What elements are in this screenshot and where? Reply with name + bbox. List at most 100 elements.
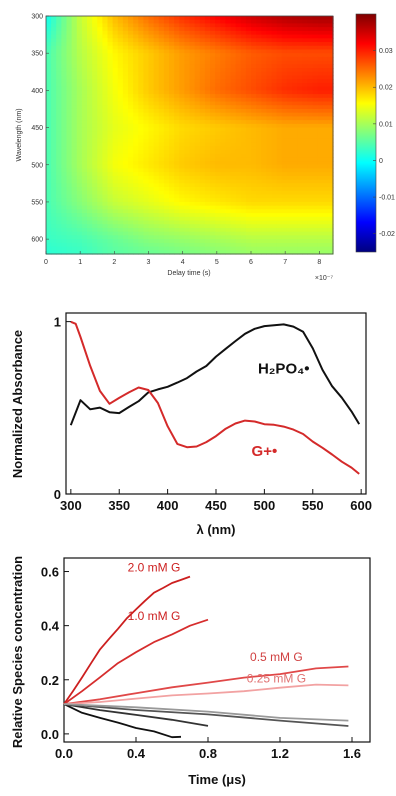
heatmap-cell bbox=[235, 157, 242, 162]
heatmap-cell bbox=[302, 157, 308, 162]
heatmap-cell bbox=[92, 205, 98, 210]
heatmap-cell bbox=[307, 175, 314, 181]
heatmap-cell bbox=[317, 101, 324, 106]
heatmap-cell bbox=[163, 75, 170, 80]
heatmap-cell bbox=[71, 108, 78, 114]
heatmap-cell bbox=[56, 27, 62, 32]
heatmap-cell bbox=[225, 175, 232, 181]
heatmap-cell bbox=[138, 142, 144, 147]
heatmap-cell bbox=[199, 216, 206, 222]
heatmap-cell bbox=[261, 97, 267, 103]
heatmap-cell bbox=[56, 94, 62, 99]
heatmap-cell bbox=[302, 194, 308, 199]
heatmap-cell bbox=[215, 224, 221, 229]
kinetics-y-tick-label: 0.2 bbox=[41, 673, 59, 688]
heatmap-cell bbox=[76, 231, 83, 237]
heatmap-cell bbox=[102, 179, 109, 184]
heatmap-cell bbox=[51, 116, 57, 121]
heatmap-cell bbox=[317, 64, 324, 69]
heatmap-cell bbox=[307, 205, 314, 210]
heatmap-cell bbox=[220, 239, 226, 244]
heatmap-cell bbox=[87, 205, 93, 210]
heatmap-cell bbox=[199, 161, 206, 166]
heatmap-cell bbox=[266, 71, 273, 77]
heatmap-cell bbox=[102, 34, 109, 39]
heatmap-cell bbox=[286, 231, 293, 237]
heatmap-cell bbox=[138, 190, 144, 196]
heatmap-cell bbox=[271, 131, 278, 136]
heatmap-cell bbox=[71, 201, 78, 207]
heatmap-cell bbox=[230, 94, 237, 99]
heatmap-cell bbox=[256, 71, 262, 77]
heatmap-cell bbox=[138, 194, 144, 199]
heatmap-cell bbox=[307, 86, 314, 91]
heatmap-cell bbox=[158, 168, 165, 173]
heatmap-cell bbox=[292, 64, 298, 69]
heatmap-cell bbox=[317, 112, 324, 118]
heatmap-cell bbox=[292, 224, 298, 229]
heatmap-cell bbox=[128, 27, 134, 32]
heatmap-cell bbox=[56, 45, 62, 51]
heatmap-cell bbox=[297, 56, 303, 62]
heatmap-cell bbox=[307, 179, 314, 184]
heatmap-cell bbox=[143, 82, 150, 88]
heatmap-cell bbox=[276, 250, 283, 255]
heatmap-cell bbox=[138, 198, 144, 203]
heatmap-cell bbox=[143, 120, 150, 125]
heatmap-cell bbox=[76, 30, 83, 36]
heatmap-cell bbox=[46, 179, 52, 184]
heatmap-cell bbox=[71, 194, 78, 199]
heatmap-cell bbox=[179, 201, 185, 207]
heatmap-cell bbox=[210, 97, 216, 103]
heatmap-cell bbox=[61, 112, 68, 118]
heatmap-cell bbox=[215, 198, 221, 203]
heatmap-cell bbox=[199, 138, 206, 144]
heatmap-cell bbox=[169, 79, 175, 84]
heatmap-cell bbox=[204, 116, 211, 121]
heatmap-cell bbox=[189, 135, 196, 140]
heatmap-cell bbox=[184, 135, 191, 140]
heatmap-cell bbox=[107, 246, 114, 251]
heatmap-cell bbox=[297, 138, 303, 144]
heatmap-cell bbox=[189, 112, 196, 118]
heatmap-cell bbox=[230, 68, 237, 73]
heatmap-cell bbox=[225, 168, 232, 173]
heatmap-cell bbox=[169, 68, 175, 73]
heatmap-cell bbox=[245, 138, 252, 144]
heatmap-cell bbox=[199, 250, 206, 255]
heatmap-cell bbox=[128, 153, 134, 158]
heatmap-cell bbox=[281, 201, 288, 207]
heatmap-cell bbox=[194, 90, 201, 95]
heatmap-cell bbox=[230, 105, 237, 110]
heatmap-cell bbox=[158, 149, 165, 155]
heatmap-cell bbox=[128, 246, 134, 251]
heatmap-cell bbox=[56, 227, 62, 233]
heatmap-cell bbox=[66, 216, 73, 222]
heatmap-cell bbox=[251, 142, 257, 147]
heatmap-cell bbox=[56, 168, 62, 173]
heatmap-cell bbox=[71, 56, 78, 62]
heatmap-cell bbox=[251, 101, 257, 106]
colorbar-tick-label: 0.01 bbox=[379, 121, 393, 128]
heatmap-cell bbox=[122, 131, 129, 136]
heatmap-cell bbox=[179, 23, 185, 28]
heatmap-cell bbox=[112, 164, 119, 170]
heatmap-cell bbox=[107, 135, 114, 140]
heatmap-cell bbox=[276, 112, 283, 118]
heatmap-cell bbox=[286, 209, 293, 214]
heatmap-cell bbox=[143, 101, 150, 106]
heatmap-cell bbox=[256, 108, 262, 114]
heatmap-cell bbox=[194, 246, 201, 251]
heatmap-cell bbox=[210, 190, 216, 196]
heatmap-cell bbox=[281, 108, 288, 114]
heatmap-cell bbox=[179, 179, 185, 184]
heatmap-cell bbox=[143, 239, 150, 244]
heatmap-cell bbox=[143, 116, 150, 121]
heatmap-cell bbox=[204, 30, 211, 36]
heatmap-cell bbox=[51, 168, 57, 173]
heatmap-cell bbox=[271, 23, 278, 28]
heatmap-cell bbox=[199, 71, 206, 77]
heatmap-cell bbox=[302, 23, 308, 28]
heatmap-cell bbox=[97, 82, 103, 88]
